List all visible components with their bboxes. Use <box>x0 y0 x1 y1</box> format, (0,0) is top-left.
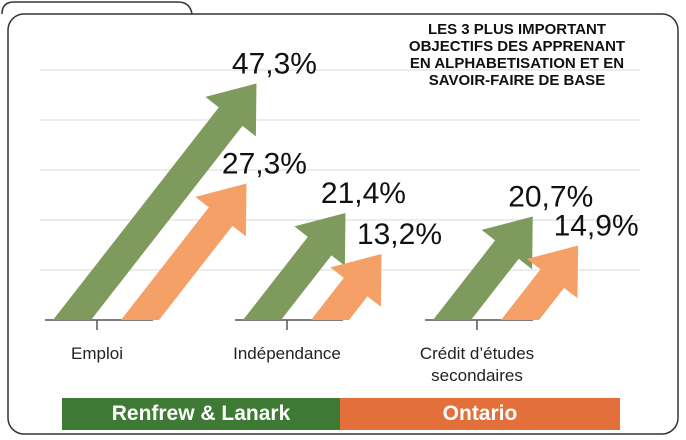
arrow <box>432 216 533 320</box>
value-label: 20,7% <box>508 180 593 213</box>
arrow <box>242 213 346 320</box>
value-label: 47,3% <box>232 47 317 80</box>
tab <box>1 1 193 15</box>
arrow <box>500 245 579 320</box>
arrow <box>310 254 382 320</box>
value-label: 13,2% <box>357 218 442 251</box>
arrow <box>52 83 257 320</box>
value-label: 21,4% <box>321 177 406 210</box>
legend-entry: Ontario <box>340 398 620 430</box>
x-tick-label: Indépendance <box>233 344 341 363</box>
frame <box>7 13 679 435</box>
legend-entry: Renfrew & Lanark <box>62 398 340 430</box>
arrow <box>120 183 247 320</box>
chart-title: OBJECTIFS DES APPRENANT <box>409 38 625 55</box>
x-tick-label: Crédit d’études secondaires <box>419 344 535 385</box>
x-tick-label: Emploi <box>71 344 123 363</box>
value-label: 14,9% <box>554 209 639 242</box>
chart-title: EN ALPHABETISATION ET EN <box>410 55 624 72</box>
chart-title: SAVOIR-FAIRE DE BASE <box>429 72 605 89</box>
value-label: 27,3% <box>222 147 307 180</box>
chart-title: LES 3 PLUS IMPORTANT <box>428 21 606 38</box>
